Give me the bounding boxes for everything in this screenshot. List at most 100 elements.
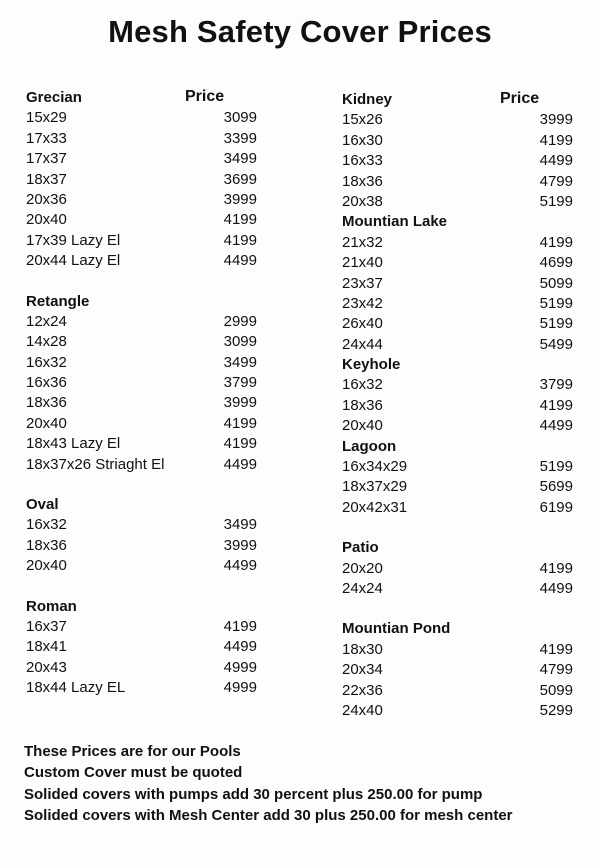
price-row: 17x37 3499 <box>26 149 257 169</box>
size-label: 18x41 <box>26 638 67 656</box>
price-value: 3799 <box>539 376 573 394</box>
price-row: 16x32 3499 <box>26 353 257 373</box>
price-value: 4199 <box>539 131 573 149</box>
size-label: 15x26 <box>342 111 383 129</box>
price-value: 3499 <box>223 150 257 168</box>
price-value: 3999 <box>539 111 573 129</box>
price-value: 3999 <box>223 536 257 554</box>
price-row: 18x30 4199 <box>342 640 573 660</box>
price-row: 20x40 4499 <box>342 416 573 436</box>
price-value: 3499 <box>223 353 257 371</box>
size-label: 24x44 <box>342 335 383 353</box>
size-label: 12x24 <box>26 312 67 330</box>
price-row: 16x36 3799 <box>26 373 257 393</box>
price-row: 21x40 4699 <box>342 253 573 273</box>
size-label: 16x32 <box>342 376 383 394</box>
price-value: 3999 <box>223 394 257 412</box>
price-row: 20x40 4199 <box>26 414 257 434</box>
price-value: 4999 <box>223 679 257 697</box>
section-title: Mountian Pond <box>342 620 451 638</box>
price-row: 16x30 4199 <box>342 131 573 151</box>
footer-note: Solided covers with Mesh Center add 30 p… <box>24 806 513 824</box>
size-label: 18x37x26 Striaght El <box>26 455 165 473</box>
price-row: 18x43 Lazy El 4199 <box>26 434 257 454</box>
size-label: 16x32 <box>26 516 67 534</box>
price-value: 4499 <box>223 557 257 575</box>
price-value: 4499 <box>539 417 573 435</box>
price-row: 14x28 3099 <box>26 332 257 352</box>
price-row: 20x42x31 6199 <box>342 498 573 518</box>
price-row: 20x44 Lazy El 4499 <box>26 251 257 271</box>
footer-note: These Prices are for our Pools <box>24 743 241 760</box>
section-title: Patio <box>342 539 379 557</box>
size-label: 20x44 Lazy El <box>26 252 121 270</box>
size-label: 16x33 <box>342 152 383 170</box>
section-header: Lagoon <box>342 437 573 457</box>
price-row: 16x32 3799 <box>342 375 573 395</box>
price-row: 18x44 Lazy EL 4999 <box>26 678 257 698</box>
price-row: 17x33 3399 <box>26 129 257 149</box>
size-label: 18x37 <box>26 170 67 188</box>
price-row: 20x20 4199 <box>342 559 573 579</box>
section-header: Oval <box>26 495 257 515</box>
section-title: Kidney <box>342 91 393 108</box>
price-row: 17x39 Lazy El 4199 <box>26 231 257 251</box>
footer-notes: These Prices are for our Pools Custom Cov… <box>24 741 513 826</box>
price-value: 3099 <box>223 333 257 351</box>
section-header: Retangle <box>26 292 257 312</box>
price-value: 5499 <box>539 335 573 353</box>
size-label: 18x37x29 <box>342 478 408 496</box>
price-value: 3099 <box>223 109 257 127</box>
section-title: Mountian Lake <box>342 213 448 231</box>
size-label: 21x40 <box>342 254 383 272</box>
section-title: Grecian <box>26 89 82 106</box>
price-value: 3699 <box>223 170 257 188</box>
size-label: 20x43 <box>26 658 67 676</box>
size-label: 20x36 <box>26 190 67 208</box>
price-value: 4199 <box>539 233 573 251</box>
price-row: 18x41 4499 <box>26 637 257 657</box>
price-row: 21x32 4199 <box>342 233 573 253</box>
right-price-column: Kidney Price 15x26 3999 16x30 4199 16x33 4499 18… <box>342 90 573 721</box>
price-row: 18x36 3999 <box>26 393 257 413</box>
size-label: 18x36 <box>26 394 67 412</box>
price-value: 5099 <box>539 274 573 292</box>
section-header: Mountian Lake <box>342 212 573 232</box>
page-title: Mesh Safety Cover Prices <box>108 14 492 49</box>
price-value: 4499 <box>223 252 257 270</box>
price-row: 23x37 5099 <box>342 274 573 294</box>
size-label: 21x32 <box>342 233 383 251</box>
price-value: 4499 <box>539 152 573 170</box>
price-row: 23x42 5199 <box>342 294 573 314</box>
section-title: Lagoon <box>342 437 397 455</box>
section-title: Keyhole <box>342 356 401 374</box>
size-label: 20x34 <box>342 661 383 679</box>
size-label: 20x40 <box>342 417 383 435</box>
price-value: 4199 <box>539 396 573 414</box>
size-label: 20x42x31 <box>342 498 408 516</box>
price-row: 16x37 4199 <box>26 617 257 637</box>
price-row: 24x40 5299 <box>342 701 573 721</box>
price-column-header: Price <box>185 88 225 105</box>
size-label: 18x36 <box>342 172 383 190</box>
price-value: 3799 <box>223 374 257 392</box>
price-value: 5199 <box>539 294 573 312</box>
size-label: 18x44 Lazy EL <box>26 679 126 697</box>
size-label: 26x40 <box>342 315 383 333</box>
price-value: 4199 <box>223 231 257 249</box>
left-price-column: Grecian Price 15x29 3099 17x33 3399 17x37 3499 1… <box>26 88 257 699</box>
section-title: Oval <box>26 496 59 514</box>
price-row: 22x36 5099 <box>342 681 573 701</box>
price-row: 16x33 4499 <box>342 151 573 171</box>
price-value: 4199 <box>223 435 257 453</box>
size-label: 20x40 <box>26 557 67 575</box>
price-value: 5299 <box>539 701 573 719</box>
price-row: 26x40 5199 <box>342 314 573 334</box>
price-value: 4199 <box>539 640 573 658</box>
price-row: 20x34 4799 <box>342 660 573 680</box>
section-header: Patio <box>342 538 573 558</box>
price-row: 18x37x29 5699 <box>342 477 573 497</box>
price-row: 24x24 4499 <box>342 579 573 599</box>
section-title: Retangle <box>26 292 90 310</box>
price-row: 16x32 3499 <box>26 515 257 535</box>
